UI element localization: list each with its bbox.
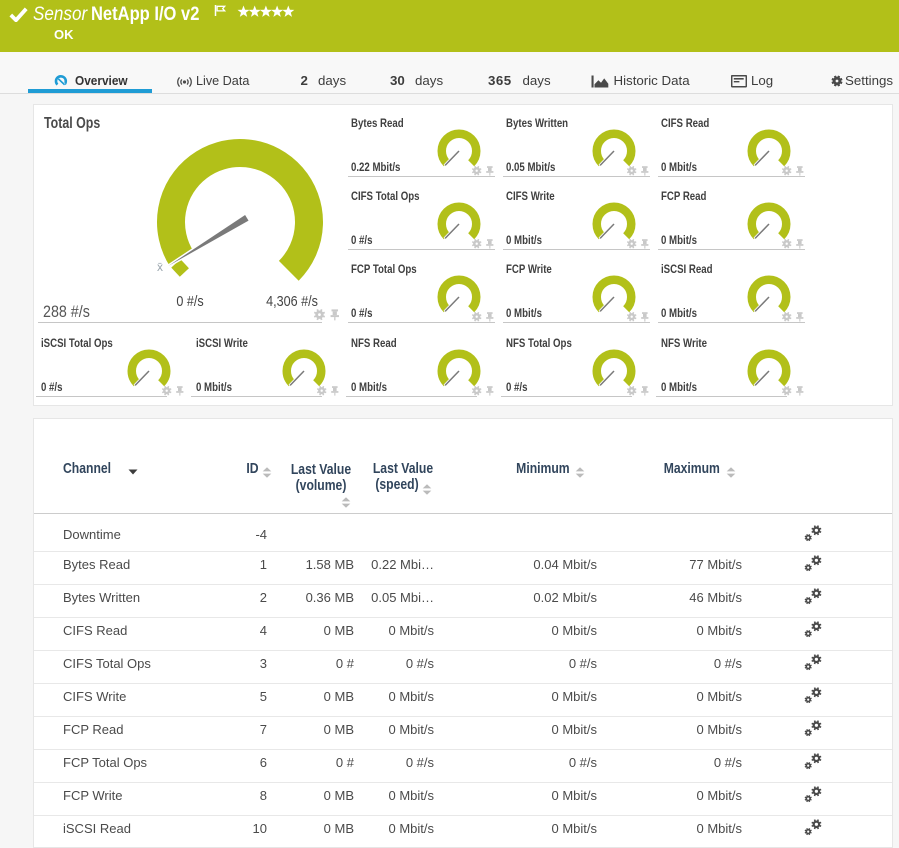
svg-text:x̄: x̄ (157, 260, 163, 274)
